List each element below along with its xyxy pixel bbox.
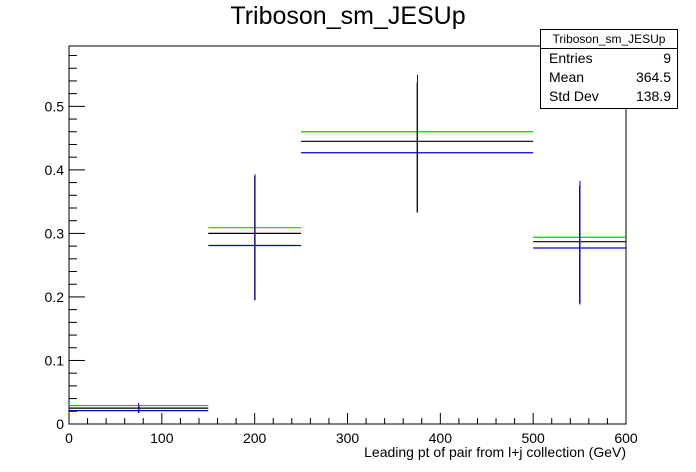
x-tick-label: 200	[243, 430, 267, 446]
stats-box: Triboson_sm_JESUp Entries 9 Mean 364.5 S…	[540, 29, 678, 109]
y-tick-label: 0.4	[45, 162, 65, 178]
y-tick-label: 0.2	[45, 289, 65, 305]
stats-entries-row: Entries 9	[541, 49, 677, 68]
x-tick-label: 300	[336, 430, 360, 446]
x-tick-label: 100	[150, 430, 174, 446]
stats-std-label: Std Dev	[549, 88, 599, 104]
x-axis-label: Leading pt of pair from l+j collection (…	[364, 444, 626, 460]
x-tick-label: 600	[614, 430, 638, 446]
stats-entries-label: Entries	[549, 50, 593, 66]
y-tick-label: 0.3	[45, 225, 65, 241]
stats-mean-label: Mean	[549, 69, 585, 85]
chart-title: Triboson_sm_JESUp	[230, 2, 466, 30]
y-tick-label: 0.1	[45, 352, 65, 368]
stats-std-row: Std Dev 138.9	[541, 87, 677, 106]
stats-mean-row: Mean 364.5	[541, 68, 677, 87]
y-tick-label: 0	[56, 416, 64, 432]
stats-mean-value: 364.5	[635, 69, 671, 85]
x-tick-label: 0	[65, 430, 73, 446]
stats-entries-value: 9	[663, 50, 671, 66]
x-tick-label: 400	[429, 430, 453, 446]
stats-std-value: 138.9	[635, 88, 671, 104]
stats-box-title: Triboson_sm_JESUp	[541, 30, 677, 49]
y-tick-label: 0.5	[45, 98, 65, 114]
x-tick-label: 500	[521, 430, 545, 446]
